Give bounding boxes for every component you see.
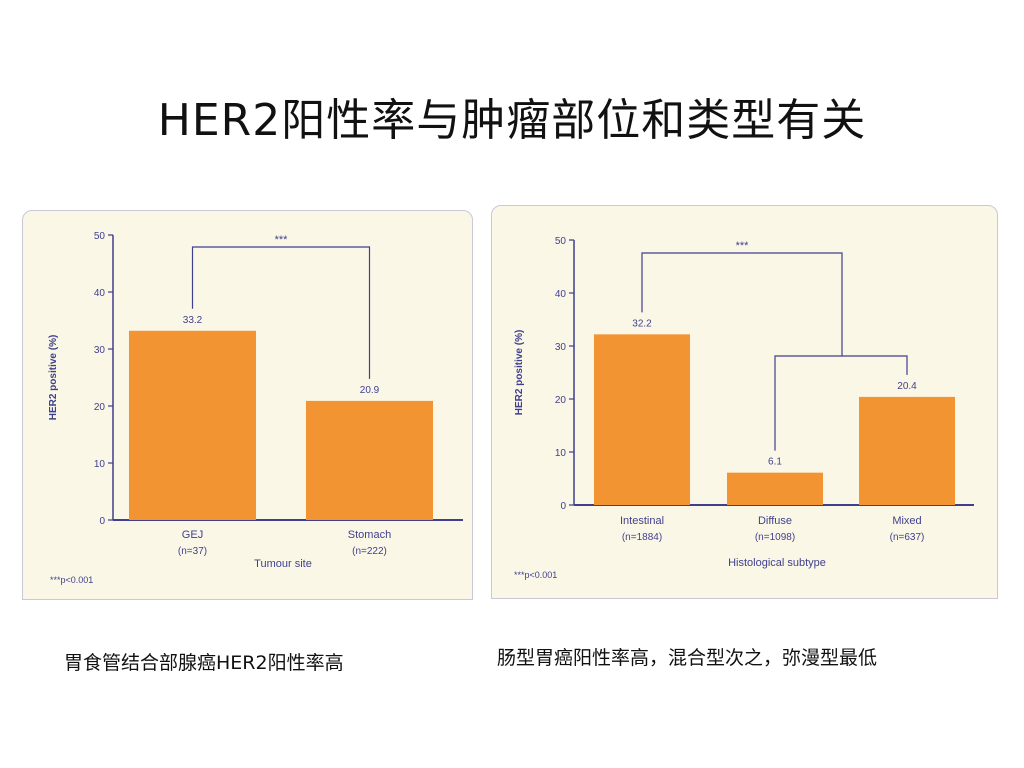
significance-bracket-inner — [774, 355, 908, 451]
bar-diffuse — [727, 472, 823, 505]
tumour-site-bar-chart: 0 10 20 30 40 50 HER2 positive (%) 33.2 GEJ (n=37… — [48, 231, 463, 585]
data-label: 20.4 — [897, 381, 917, 392]
category-label: Stomach — [348, 529, 391, 541]
y-tick-label: 0 — [99, 516, 105, 527]
bar-gej — [129, 330, 256, 520]
bar-stomach — [306, 400, 433, 520]
y-tick-label: 0 — [560, 501, 566, 512]
y-tick-label: 20 — [555, 395, 567, 406]
significance-marker: *** — [736, 240, 750, 252]
chart-panel-histological-subtype: 0 10 20 30 40 50 HER2 positive (%) 32.2 Intestin… — [491, 205, 998, 599]
y-tick-label: 30 — [94, 345, 106, 356]
x-axis-label: Histological subtype — [728, 557, 826, 569]
chart-panel-tumour-site: 0 10 20 30 40 50 HER2 positive (%) 33.2 GEJ (n=37… — [22, 210, 473, 600]
y-axis-label: HER2 positive (%) — [48, 335, 59, 421]
significance-marker: *** — [275, 234, 289, 246]
data-label: 32.2 — [632, 318, 652, 329]
category-label: Diffuse — [758, 515, 792, 527]
y-tick-label: 50 — [555, 236, 567, 247]
category-label: Mixed — [892, 515, 921, 527]
footnote: ***p<0.001 — [50, 575, 93, 585]
category-n-label: (n=1884) — [622, 532, 662, 543]
significance-bracket-outer — [641, 252, 843, 356]
category-n-label: (n=637) — [890, 532, 925, 543]
category-label: GEJ — [182, 529, 203, 541]
category-n-label: (n=1098) — [755, 532, 795, 543]
category-n-label: (n=222) — [352, 546, 387, 557]
histological-subtype-bar-chart: 0 10 20 30 40 50 HER2 positive (%) 32.2 Intestin… — [514, 236, 974, 580]
significance-bracket — [191, 246, 371, 379]
caption-histology: 肠型胃癌阳性率高，混合型次之，弥漫型最低 — [497, 647, 878, 669]
x-axis-label: Tumour site — [254, 558, 312, 570]
y-tick-label: 30 — [555, 342, 567, 353]
slide-title: HER2阳性率与肿瘤部位和类型有关 — [157, 95, 867, 146]
footnote: ***p<0.001 — [514, 570, 557, 580]
y-tick-label: 20 — [94, 402, 106, 413]
y-tick-label: 10 — [555, 448, 567, 459]
y-tick-label: 50 — [94, 231, 106, 242]
data-label: 33.2 — [183, 315, 203, 326]
y-tick-label: 40 — [94, 288, 106, 299]
bar-mixed — [859, 396, 955, 505]
y-axis-label: HER2 positive (%) — [514, 330, 525, 416]
data-label: 20.9 — [360, 385, 380, 396]
y-tick-label: 10 — [94, 459, 106, 470]
category-label: Intestinal — [620, 515, 664, 527]
data-label: 6.1 — [768, 457, 782, 468]
category-n-label: (n=37) — [178, 546, 207, 557]
bar-intestinal — [594, 334, 690, 505]
caption-gej: 胃食管结合部腺癌HER2阳性率高 — [64, 652, 344, 674]
y-tick-label: 40 — [555, 289, 567, 300]
